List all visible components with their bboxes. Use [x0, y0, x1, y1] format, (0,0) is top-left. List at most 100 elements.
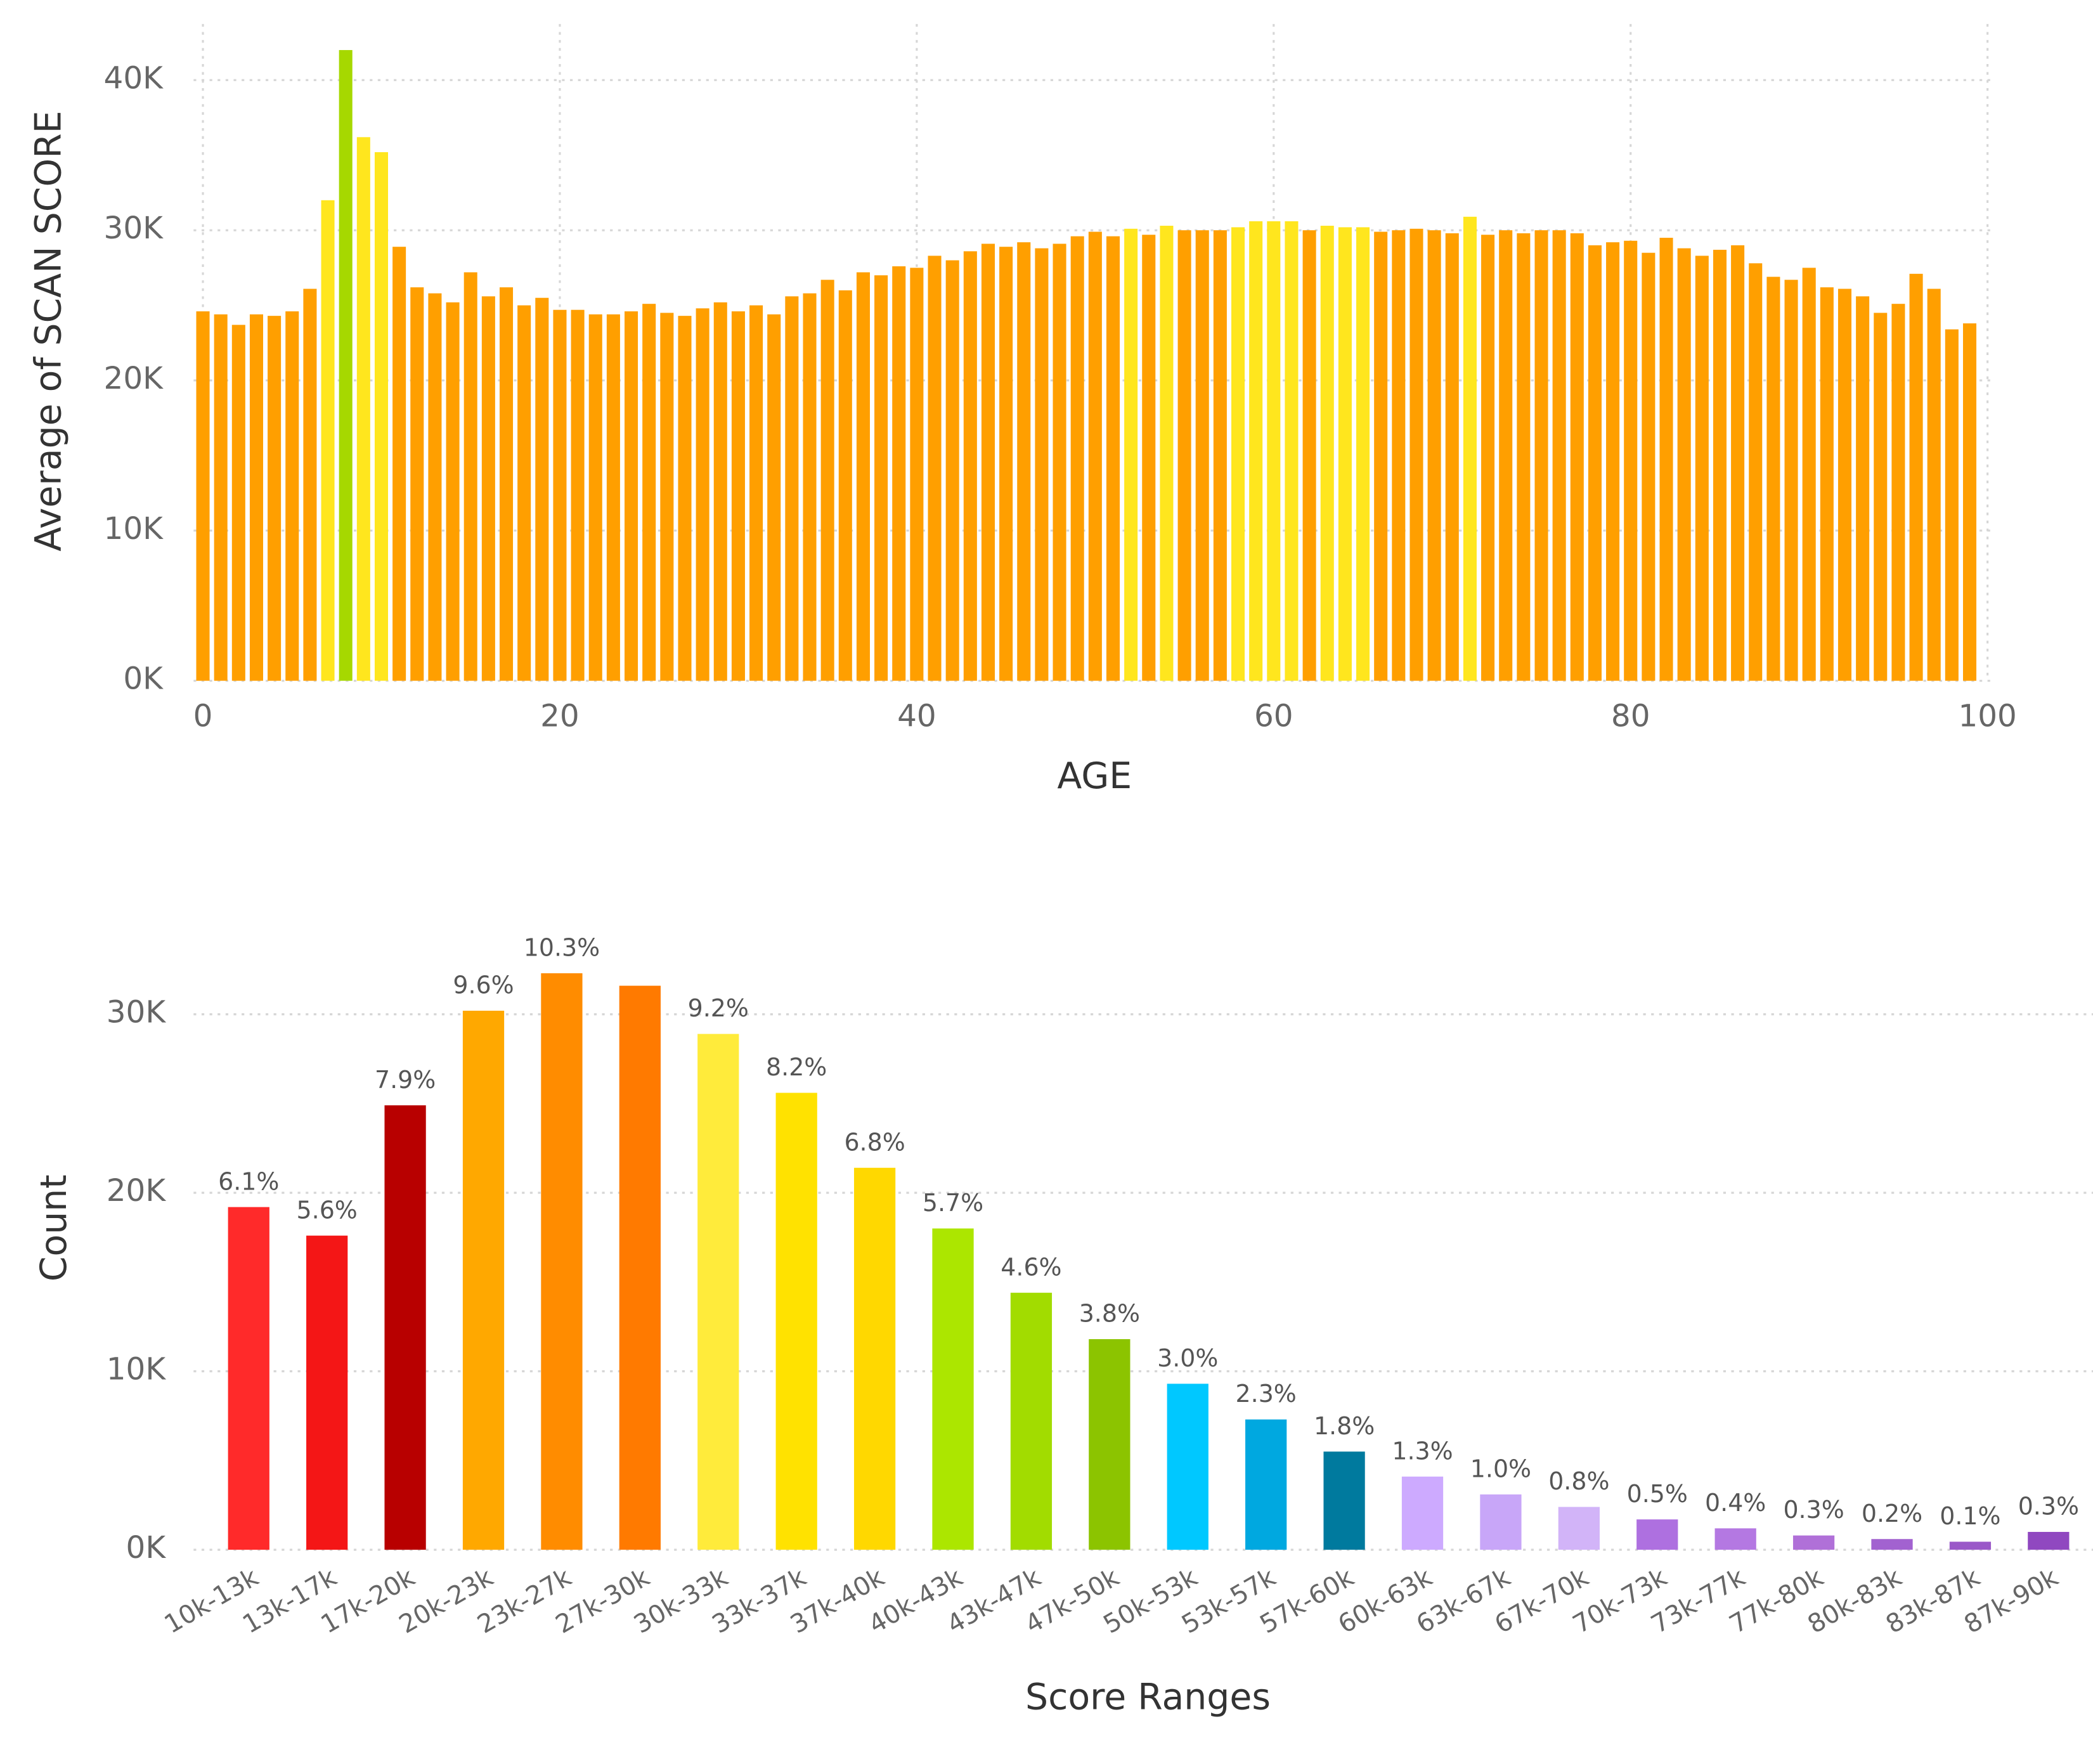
bar: [285, 311, 299, 681]
bar: [731, 311, 745, 681]
bar: [1338, 227, 1352, 681]
data-label: 10.3%: [524, 934, 600, 962]
bar: [1195, 230, 1209, 681]
y-axis-title: Count: [33, 1174, 75, 1281]
data-label: 1.8%: [1314, 1412, 1375, 1440]
bar: [588, 314, 602, 681]
y-tick-label: 10K: [104, 511, 164, 547]
data-label: 8.2%: [766, 1053, 827, 1081]
bar: [1927, 289, 1941, 681]
bar: [1285, 221, 1299, 681]
bar: [1427, 230, 1441, 681]
bar: [1124, 228, 1138, 681]
bar: [697, 1034, 739, 1550]
bar: [196, 311, 210, 681]
bar: [1035, 248, 1049, 681]
y-tick-label: 40K: [104, 60, 164, 96]
data-label: 6.8%: [844, 1128, 905, 1156]
data-label: 6.1%: [218, 1167, 279, 1195]
data-label: 0.8%: [1548, 1467, 1609, 1495]
bar: [1792, 1535, 1835, 1550]
bar: [1695, 256, 1709, 681]
data-label: 1.3%: [1392, 1437, 1453, 1465]
x-tick-label: 80: [1611, 699, 1650, 734]
bar: [1481, 235, 1495, 681]
bar: [1891, 304, 1905, 681]
data-label: 0.1%: [1940, 1502, 2000, 1530]
data-label: 3.8%: [1079, 1300, 1140, 1328]
y-tick-label: 30K: [107, 995, 167, 1030]
bar: [1409, 228, 1423, 681]
bar: [1856, 296, 1870, 681]
bar: [945, 260, 959, 681]
bar: [910, 268, 924, 681]
bar: [1606, 242, 1620, 681]
bar: [1558, 1507, 1600, 1550]
bar: [838, 290, 852, 681]
bar: [1570, 233, 1584, 681]
y-tick-label: 0K: [126, 1530, 167, 1566]
bar: [642, 304, 656, 681]
bar: [541, 973, 583, 1550]
bar: [1070, 236, 1084, 681]
bar: [228, 1207, 269, 1550]
y-axis-title: Average of SCAN SCORE: [28, 110, 70, 551]
x-tick-label: 40: [897, 699, 936, 734]
bar: [1245, 1419, 1287, 1550]
bar: [606, 314, 620, 681]
bar: [1837, 289, 1852, 681]
bar: [1302, 230, 1316, 681]
bar: [374, 152, 389, 681]
bar: [1010, 1292, 1053, 1550]
bar: [1945, 329, 1959, 681]
bar: [1401, 1476, 1444, 1550]
x-tick-label: 20: [540, 699, 580, 734]
bar: [1231, 227, 1245, 681]
bar: [1480, 1494, 1522, 1550]
bar: [321, 200, 335, 681]
bar: [874, 275, 888, 681]
bar: [1802, 268, 1816, 681]
bar: [1249, 221, 1263, 681]
bar: [1949, 1541, 1992, 1550]
x-axis-title: Score Ranges: [1025, 1676, 1271, 1718]
bar: [1659, 237, 1673, 681]
bar: [1017, 242, 1031, 681]
bar: [553, 309, 567, 681]
data-label: 5.6%: [297, 1196, 358, 1224]
bar: [268, 316, 282, 681]
bar: [1374, 231, 1388, 681]
bar: [1636, 1519, 1678, 1550]
bar: [619, 985, 661, 1550]
data-label: 0.4%: [1705, 1489, 1766, 1517]
bar: [1749, 263, 1763, 681]
bar: [928, 256, 942, 681]
bar: [932, 1228, 974, 1550]
bar: [785, 296, 799, 681]
y-tick-label: 10K: [107, 1352, 167, 1387]
x-tick-label: 100: [1958, 699, 2016, 734]
data-label: 5.7%: [923, 1189, 983, 1217]
bar: [1766, 276, 1780, 681]
y-tick-label: 0K: [123, 661, 164, 697]
bar: [767, 314, 781, 681]
bar: [1784, 280, 1798, 681]
bar: [481, 296, 495, 681]
bar: [963, 251, 977, 681]
bar: [1909, 273, 1923, 681]
bar: [853, 1167, 896, 1550]
bar: [678, 316, 692, 681]
bar: [1517, 233, 1531, 681]
bar: [303, 289, 317, 681]
bar: [214, 314, 228, 681]
bar: [1871, 1539, 1913, 1550]
bar: [625, 311, 638, 681]
data-label: 3.0%: [1157, 1344, 1218, 1372]
bar: [1142, 235, 1156, 681]
bar: [249, 314, 263, 681]
data-label: 2.3%: [1236, 1380, 1297, 1408]
bar: [1552, 230, 1566, 681]
bar: [231, 325, 245, 681]
data-label: 0.3%: [2018, 1493, 2079, 1521]
